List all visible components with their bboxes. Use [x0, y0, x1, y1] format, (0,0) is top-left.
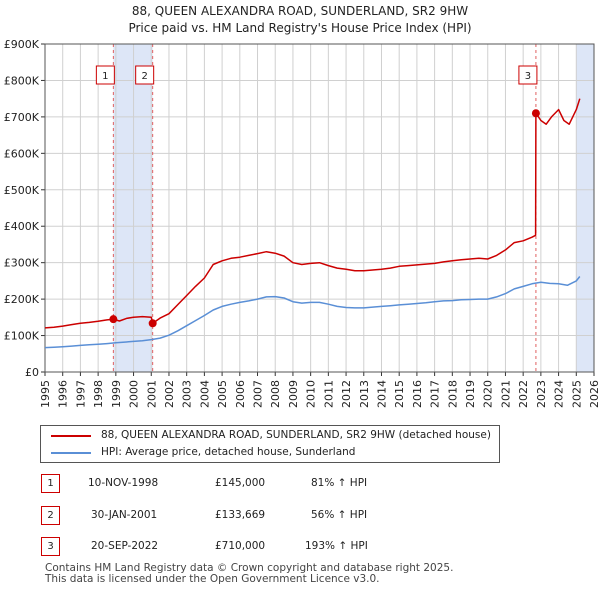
- footer-licence: This data is licensed under the Open Gov…: [45, 573, 380, 585]
- footer-copyright: Contains HM Land Registry data © Crown c…: [45, 562, 454, 574]
- x-tick-label: 1996: [57, 380, 70, 408]
- sale-date: 20-SEP-2022: [91, 540, 159, 552]
- x-tick-label: 2010: [305, 380, 318, 408]
- y-tick-label: £400K: [4, 220, 40, 233]
- x-tick-label: 2009: [287, 380, 300, 408]
- sale-badge: 1: [41, 474, 60, 493]
- x-tick-label: 2021: [499, 380, 512, 408]
- x-tick-label: 2020: [482, 380, 495, 408]
- sale-badge-box: [135, 65, 155, 85]
- x-tick-label: 2000: [128, 380, 141, 408]
- x-tick-label: 2003: [181, 380, 194, 408]
- x-tick-label: 2022: [517, 380, 530, 408]
- price-chart: 1 2 3 £0 £100K £200K £300K £400K £500K £600K £700…: [4, 38, 600, 408]
- shaded-range: [576, 44, 594, 372]
- x-tick-label: 2005: [216, 380, 229, 408]
- sale-hpi: 56% ↑ HPI: [311, 509, 368, 521]
- sale-badge: 2: [41, 506, 60, 525]
- y-tick-label: £700K: [4, 111, 40, 124]
- x-tick-label: 2007: [252, 380, 265, 408]
- legend-label-hpi: HPI: Average price, detached house, Sund…: [101, 446, 356, 458]
- sale-date: 10-NOV-1998: [88, 477, 159, 489]
- x-tick-label: 2001: [145, 380, 158, 408]
- y-tick-label: £0: [25, 366, 39, 379]
- x-tick-label: 2024: [553, 380, 566, 408]
- x-tick-label: 2026: [588, 380, 600, 408]
- sale-price: £710,000: [215, 540, 266, 552]
- sale-price: £133,669: [215, 509, 266, 521]
- y-tick-label: £900K: [4, 38, 40, 51]
- sale-row-3: 3 20-SEP-2022 £710,000 193% ↑ HPI: [0, 537, 600, 557]
- x-tick-label: 2018: [446, 380, 459, 408]
- y-tick-label: £300K: [4, 257, 40, 270]
- legend-item-property: 88, QUEEN ALEXANDRA ROAD, SUNDERLAND, SR…: [41, 427, 499, 445]
- property-price-line: [44, 98, 581, 329]
- x-tick-label: 2013: [358, 380, 371, 408]
- sale-hpi: 193% ↑ HPI: [305, 540, 368, 552]
- legend-swatch-hpi: [51, 452, 91, 454]
- sale-badge: 3: [41, 537, 60, 556]
- x-tick-label: 1997: [74, 380, 87, 408]
- sale-hpi: 81% ↑ HPI: [311, 477, 368, 489]
- sale-badge-box: [518, 65, 538, 85]
- plot-frame: [44, 43, 595, 373]
- x-tick-label: 2025: [570, 380, 583, 408]
- y-tick-label: £200K: [4, 293, 40, 306]
- x-tick-label: 2016: [411, 380, 424, 408]
- x-tick-label: 2011: [322, 380, 335, 408]
- sale-badge-label: 3: [525, 71, 531, 82]
- x-tick-label: 2017: [429, 380, 442, 408]
- x-tick-label: 2019: [464, 380, 477, 408]
- x-tick-label: 2023: [535, 380, 548, 408]
- x-tick-label: 1999: [110, 380, 123, 408]
- legend-swatch-property: [51, 435, 91, 437]
- x-tick-label: 2002: [163, 380, 176, 408]
- x-tick-label: 2014: [375, 380, 388, 408]
- sale-price: £145,000: [215, 477, 266, 489]
- chart-title-line1: 88, QUEEN ALEXANDRA ROAD, SUNDERLAND, SR…: [131, 4, 469, 18]
- chart-legend: 88, QUEEN ALEXANDRA ROAD, SUNDERLAND, SR…: [40, 425, 500, 463]
- x-tick-label: 2015: [393, 380, 406, 408]
- x-tick-label: 2008: [269, 380, 282, 408]
- y-tick-label: £100K: [4, 330, 40, 343]
- sale-point: [531, 109, 540, 118]
- y-tick-label: £800K: [4, 74, 40, 87]
- sale-row-1: 1 10-NOV-1998 £145,000 81% ↑ HPI: [0, 474, 600, 494]
- hpi-line: [44, 276, 581, 349]
- sale-badge-label: 1: [102, 71, 108, 82]
- sale-point: [148, 319, 157, 328]
- x-tick-label: 1995: [39, 380, 52, 408]
- sale-date: 30-JAN-2001: [91, 509, 158, 521]
- legend-label-property: 88, QUEEN ALEXANDRA ROAD, SUNDERLAND, SR…: [101, 429, 491, 441]
- sale-badge-box: [95, 65, 115, 85]
- shaded-range: [113, 44, 153, 372]
- x-tick-label: 1998: [92, 380, 105, 408]
- chart-title-line2: Price paid vs. HM Land Registry's House …: [128, 21, 472, 35]
- y-tick-label: £600K: [4, 147, 40, 160]
- sale-badge-label: 2: [141, 71, 147, 82]
- sale-point: [109, 315, 118, 324]
- sale-row-2: 2 30-JAN-2001 £133,669 56% ↑ HPI: [0, 506, 600, 526]
- x-tick-label: 2012: [340, 380, 353, 408]
- x-tick-label: 2006: [234, 380, 247, 408]
- y-tick-label: £500K: [4, 184, 40, 197]
- legend-item-hpi: HPI: Average price, detached house, Sund…: [41, 444, 499, 462]
- x-tick-label: 2004: [198, 380, 211, 408]
